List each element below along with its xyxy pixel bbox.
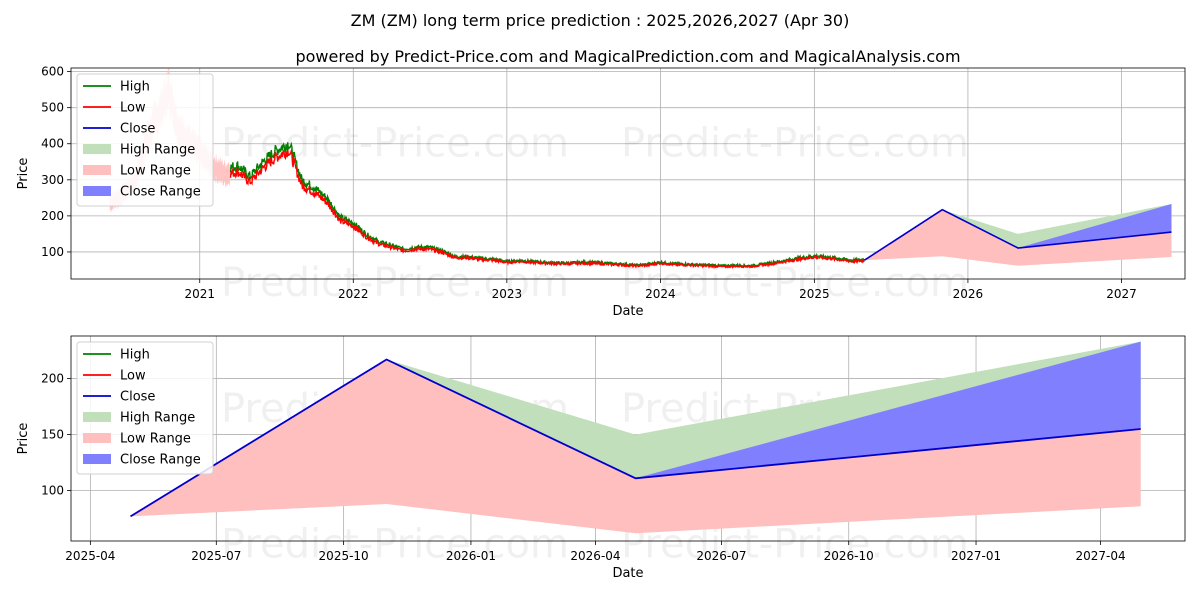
- plot-area: [130, 342, 1140, 534]
- watermark-text: Predict-Price.com: [221, 260, 569, 306]
- watermark-text: Predict-Price.com: [221, 121, 569, 167]
- x-tick-label: 2021: [184, 287, 215, 301]
- legend-label: Close: [120, 122, 155, 137]
- legend-label: High: [120, 80, 150, 95]
- legend-swatch-patch: [83, 165, 111, 175]
- y-tick-label: 200: [41, 209, 64, 223]
- legend-label: Low: [120, 369, 146, 384]
- legend-label: Low Range: [120, 164, 191, 179]
- legend-swatch-patch: [83, 433, 111, 443]
- legend-label: Low: [120, 101, 146, 116]
- y-axis-label: Price: [16, 158, 31, 190]
- x-axis-label: Date: [612, 566, 643, 581]
- y-tick-label: 200: [41, 372, 64, 386]
- legend-swatch-patch: [83, 412, 111, 422]
- chart-title: ZM (ZM) long term price prediction : 202…: [351, 11, 850, 30]
- legend-swatch-patch: [83, 186, 111, 196]
- legend-label: High Range: [120, 143, 195, 158]
- legend-swatch-patch: [83, 144, 111, 154]
- y-tick-label: 150: [41, 428, 64, 442]
- legend-label: Close Range: [120, 185, 201, 200]
- x-tick-label: 2025-04: [65, 549, 115, 563]
- legend-label: High: [120, 348, 150, 363]
- y-tick-label: 400: [41, 137, 64, 151]
- legend: High Low Close High Range Low Range Close Ran…: [77, 342, 213, 474]
- y-tick-label: 600: [41, 65, 64, 79]
- x-tick-label: 2026-04: [570, 549, 620, 563]
- y-tick-label: 500: [41, 101, 64, 115]
- y-axis-label: Price: [16, 423, 31, 455]
- chart-subtitle: powered by Predict-Price.com and Magical…: [295, 47, 960, 66]
- low-series-line: [231, 149, 865, 267]
- legend-label: High Range: [120, 411, 195, 426]
- watermark-text: Predict-Price.com: [221, 521, 569, 567]
- watermark-text: Predict-Price.com: [621, 260, 969, 306]
- y-tick-label: 100: [41, 245, 64, 259]
- x-tick-label: 2027: [1106, 287, 1137, 301]
- y-tick-label: 300: [41, 173, 64, 187]
- x-tick-label: 2027-04: [1076, 549, 1126, 563]
- legend-label: Close: [120, 390, 155, 405]
- legend-label: Low Range: [120, 432, 191, 447]
- legend-label: Close Range: [120, 453, 201, 468]
- x-axis-label: Date: [612, 304, 643, 319]
- legend-swatch-patch: [83, 454, 111, 464]
- y-tick-label: 100: [41, 484, 64, 498]
- legend: High Low Close High Range Low Range Close Ran…: [77, 74, 213, 206]
- watermark-text: Predict-Price.com: [621, 121, 969, 167]
